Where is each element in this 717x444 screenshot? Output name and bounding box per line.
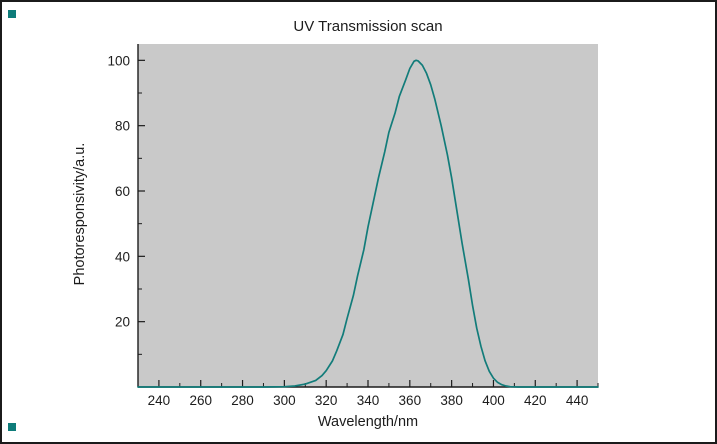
x-tick-label: 400 — [482, 393, 505, 408]
selection-handle-bottom-left[interactable] — [8, 423, 16, 431]
x-tick-label: 300 — [273, 393, 296, 408]
x-axis-label: Wavelength/nm — [318, 414, 418, 430]
plot-background — [138, 44, 598, 387]
x-tick-label: 420 — [524, 393, 547, 408]
series-photoresponsivity-line — [137, 59, 599, 388]
y-tick-label: 100 — [107, 53, 130, 68]
plot-layer: 240 260 280 300 320 340 360 380 400 420 440 20 40 60 8… — [107, 44, 599, 408]
y-axis-label: Photoresponsivity/a.u. — [72, 143, 88, 286]
x-tick-label: 340 — [357, 393, 380, 408]
x-tick-label: 280 — [231, 393, 254, 408]
chart-title: UV Transmission scan — [293, 18, 442, 35]
x-tick-label: 360 — [399, 393, 422, 408]
x-tick-label: 260 — [189, 393, 212, 408]
x-tick-label: 440 — [566, 393, 589, 408]
x-tick-label: 380 — [440, 393, 463, 408]
x-tick-label: 240 — [148, 393, 171, 408]
y-tick-label: 60 — [115, 184, 130, 199]
x-tick-label: 320 — [315, 393, 338, 408]
y-tick-label: 40 — [115, 249, 130, 264]
y-tick-label: 20 — [115, 315, 130, 330]
y-tick-label: 80 — [115, 119, 130, 134]
selection-handle-top-left[interactable] — [8, 10, 16, 18]
